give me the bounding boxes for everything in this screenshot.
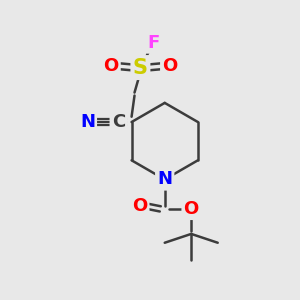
Text: F: F [148, 34, 160, 52]
Text: O: O [162, 57, 178, 75]
Text: S: S [133, 58, 148, 78]
Text: O: O [103, 57, 118, 75]
Text: N: N [157, 170, 172, 188]
Text: O: O [132, 197, 147, 215]
Text: C: C [112, 113, 125, 131]
Text: N: N [80, 113, 95, 131]
Text: O: O [184, 200, 199, 218]
